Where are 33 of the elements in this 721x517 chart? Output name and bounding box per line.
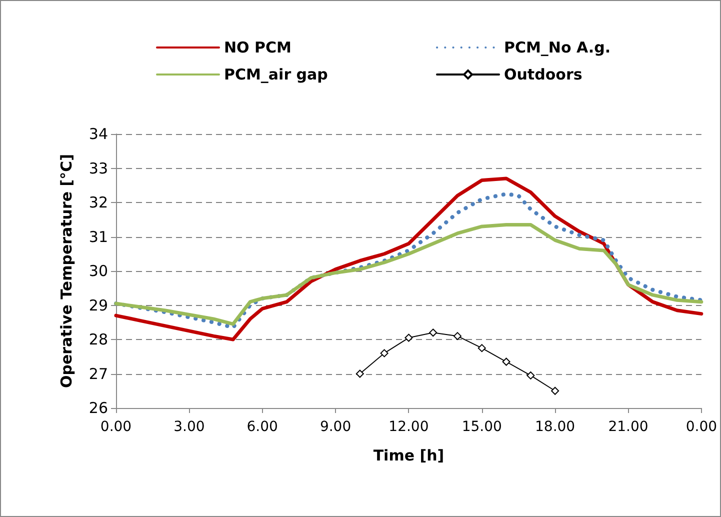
legend-label: PCM_air gap <box>224 66 328 84</box>
point <box>404 334 413 342</box>
y-tick-label: 32 <box>88 194 108 212</box>
x-tick-label: 9.00 <box>320 419 352 435</box>
legend-label: PCM_No A.g. <box>504 38 611 56</box>
y-tick-label: 33 <box>88 159 108 178</box>
y-axis-title: Operative Temperature [°C] <box>58 154 76 388</box>
y-tick-label: 34 <box>88 125 108 143</box>
x-tick-label: 0.00 <box>686 419 717 435</box>
x-tick-label: 15.00 <box>462 419 502 435</box>
y-tick-label: 30 <box>88 262 108 280</box>
y-tick-label: 26 <box>88 399 108 417</box>
point <box>453 332 462 340</box>
x-tick-label: 21.00 <box>608 419 648 435</box>
point <box>502 358 510 366</box>
y-tick-label: 29 <box>88 296 108 314</box>
x-axis-title: Time [h] <box>373 446 444 464</box>
y-tick-label: 28 <box>88 330 108 348</box>
y-tick-label: 31 <box>88 228 108 246</box>
x-tick-label: 3.00 <box>174 419 205 435</box>
x-tick-label: 12.00 <box>388 419 429 435</box>
point <box>429 328 438 337</box>
x-tick-label: 18.00 <box>535 419 576 435</box>
legend-label: NO PCM <box>224 38 292 56</box>
x-tick-label: 0.00 <box>100 419 132 435</box>
point <box>478 344 486 352</box>
point <box>526 371 535 380</box>
y-tick-label: 27 <box>88 364 108 383</box>
legend-label: Outdoors <box>504 66 582 84</box>
point <box>380 349 388 358</box>
point <box>356 370 364 378</box>
x-tick-label: 6.00 <box>246 419 278 435</box>
point <box>551 386 560 395</box>
